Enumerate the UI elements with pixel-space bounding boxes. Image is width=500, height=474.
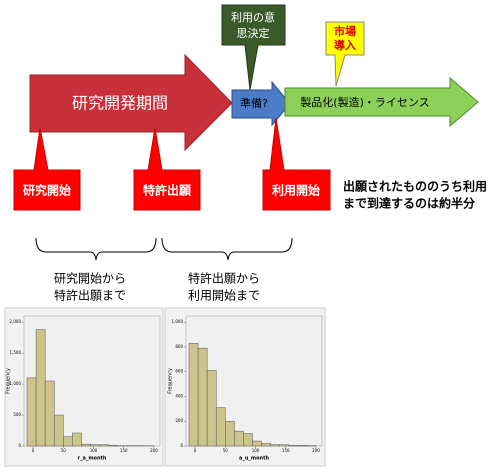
period-line: 特許出願まで xyxy=(54,288,126,303)
x-tick-label: 50 xyxy=(223,448,229,453)
y-tick-label: 500 xyxy=(13,412,21,417)
bar xyxy=(280,445,289,446)
decision-line: 利用の意 xyxy=(231,10,275,24)
bar xyxy=(81,444,90,446)
bar xyxy=(63,437,72,446)
x-tick-label: 0 xyxy=(32,448,35,453)
period-line: 研究開始から xyxy=(54,271,126,286)
bar xyxy=(271,445,280,446)
x-tick-label: 50 xyxy=(61,448,67,453)
x-tick-label: 150 xyxy=(120,448,128,453)
period-line: 特許出願から xyxy=(188,271,260,286)
bar xyxy=(90,445,99,446)
bar xyxy=(243,434,252,446)
y-axis-label: Frequency xyxy=(168,368,174,394)
bar xyxy=(109,445,118,446)
x-axis-label: a_u_month xyxy=(239,456,270,462)
bar xyxy=(198,348,207,446)
y-tick-label: 600 xyxy=(175,369,183,374)
bar xyxy=(225,421,234,446)
note-line: 出願されたもののうち利用 xyxy=(343,179,487,194)
x-tick-label: 100 xyxy=(90,448,98,453)
x-axis-label: r_a_month xyxy=(78,456,107,462)
prep-label: 準備? xyxy=(240,96,268,110)
x-tick-label: 200 xyxy=(150,448,158,453)
bar xyxy=(54,415,63,446)
x-tick-label: 0 xyxy=(194,448,197,453)
bar xyxy=(289,445,298,446)
y-tick-label: 1,000 xyxy=(172,319,184,324)
market-line: 導入 xyxy=(334,38,356,52)
x-tick-label: 200 xyxy=(312,448,320,453)
brace xyxy=(162,238,292,260)
note-line: まで到達するのは約半分 xyxy=(343,196,475,211)
y-axis-label: Frequency xyxy=(6,368,12,394)
bar xyxy=(72,433,81,446)
decision-line: 思決定 xyxy=(237,26,270,40)
y-tick-label: 1,500 xyxy=(10,350,22,355)
milestone-callout xyxy=(14,128,80,210)
research-label: 研究開発期間 xyxy=(72,94,168,113)
bar xyxy=(252,441,261,446)
product-label: 製品化(製造)・ライセンス xyxy=(300,95,429,109)
bar xyxy=(298,445,307,446)
period-line: 利用開始まで xyxy=(188,289,260,303)
bar xyxy=(262,444,271,446)
x-tick-label: 150 xyxy=(282,448,290,453)
y-tick-label: 400 xyxy=(175,393,183,398)
milestone-label: 研究開始 xyxy=(23,183,71,198)
bar xyxy=(45,381,54,446)
market-line: 市場 xyxy=(334,24,356,38)
bar xyxy=(100,445,109,446)
x-tick-label: 100 xyxy=(252,448,260,453)
bar xyxy=(207,370,216,446)
bar xyxy=(234,431,243,446)
bar xyxy=(189,343,198,446)
bar xyxy=(36,330,45,446)
bar xyxy=(27,378,36,446)
y-tick-label: 2,000 xyxy=(10,319,22,324)
y-tick-label: 800 xyxy=(175,344,183,349)
milestone-label: 利用開始 xyxy=(272,183,320,198)
milestone-label: 特許出願 xyxy=(143,183,192,198)
y-tick-label: 200 xyxy=(175,418,183,423)
brace xyxy=(36,238,156,260)
bar xyxy=(216,408,225,446)
